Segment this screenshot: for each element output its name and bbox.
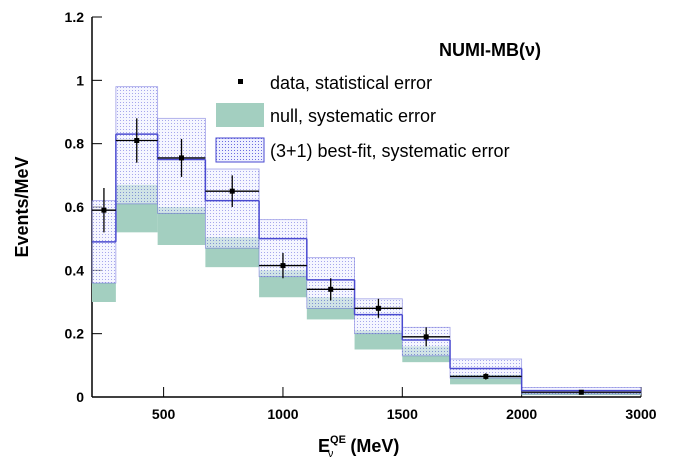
data-point: [483, 373, 489, 379]
x-tick-label: 1500: [387, 406, 418, 422]
x-label-unit: (MeV): [345, 436, 399, 456]
legend-swatch: [238, 79, 243, 84]
y-axis-label: Events/MeV: [12, 156, 32, 257]
data-point: [101, 207, 107, 213]
data-point: [375, 305, 381, 311]
y-tick-label: 0: [76, 389, 84, 405]
data-point: [423, 334, 429, 340]
x-tick-label: 2000: [506, 406, 537, 422]
x-label-sup: QE: [330, 434, 346, 446]
y-tick-label: 1: [76, 72, 84, 88]
x-tick-label: 500: [152, 406, 176, 422]
legend-label: null, systematic error: [270, 106, 436, 126]
x-tick-label: 3000: [625, 406, 656, 422]
legend-label: (3+1) best-fit, systematic error: [270, 141, 510, 161]
null-band: [92, 283, 116, 302]
legend: data, statistical error null, systematic …: [215, 73, 510, 163]
legend-swatch: [215, 137, 265, 163]
x-label-base: E: [318, 436, 330, 456]
data-point: [578, 389, 584, 395]
data-point: [280, 263, 286, 269]
legend-swatch: [216, 103, 264, 127]
x-label-sub: ν: [328, 448, 334, 460]
legend-label: data, statistical error: [270, 73, 432, 93]
x-axis-label: EQE ν (MeV): [318, 434, 399, 460]
y-tick-label: 0.8: [65, 136, 85, 152]
data-point: [134, 138, 140, 143]
data-point: [328, 286, 334, 292]
data-point: [229, 188, 235, 194]
null-band: [354, 330, 403, 350]
y-tick-label: 0.4: [65, 262, 85, 278]
legend-title: NUMI-MB(ν): [439, 40, 541, 60]
x-tick-label: 1000: [267, 406, 298, 422]
y-tick-label: 1.2: [65, 9, 85, 25]
y-tick-label: 0.6: [65, 199, 85, 215]
y-tick-label: 0.2: [65, 326, 85, 342]
data-point: [179, 155, 185, 161]
